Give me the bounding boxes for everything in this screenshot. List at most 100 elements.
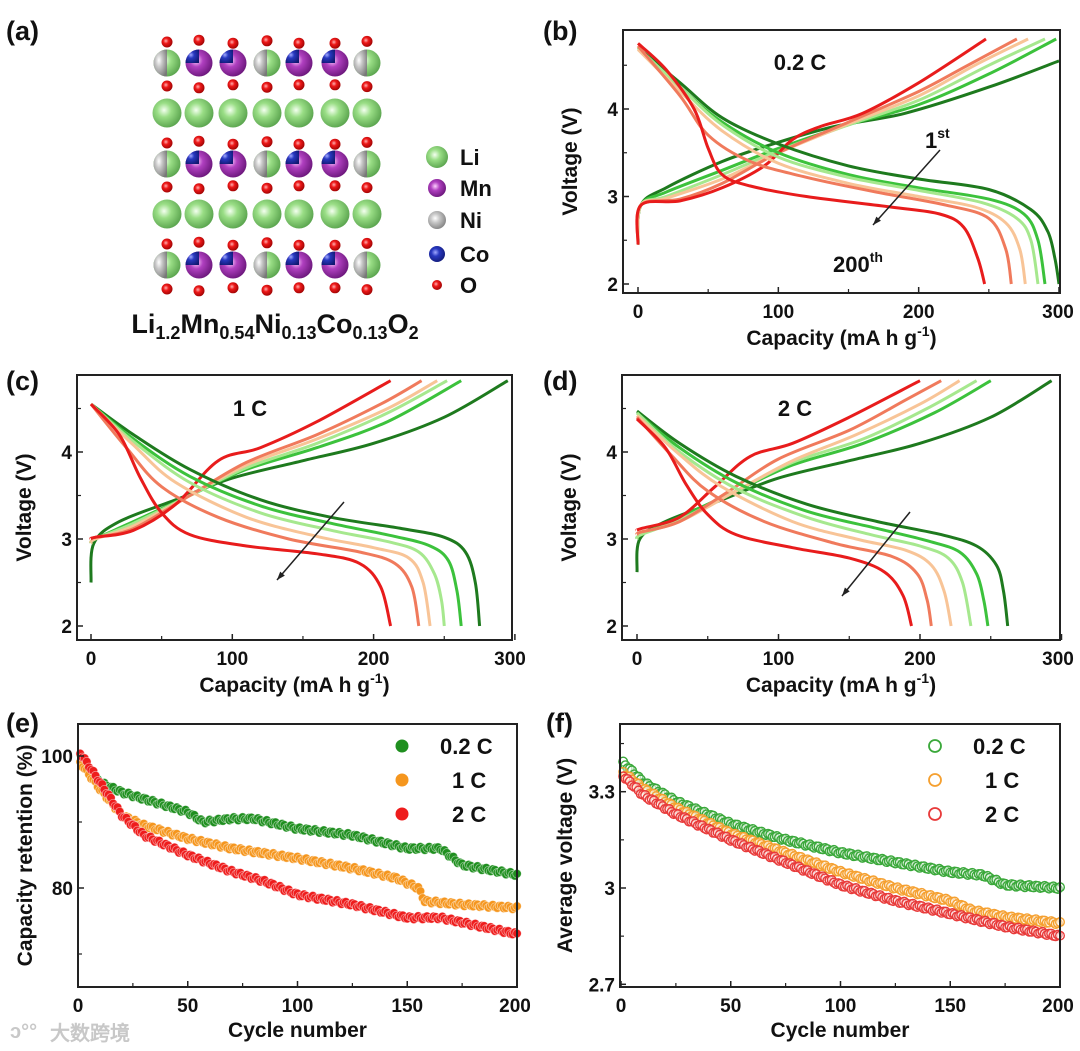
formula-subscript: 0.13 <box>353 323 388 343</box>
panel-label-b: (b) <box>543 16 577 46</box>
lithium-atom <box>320 98 350 128</box>
panel-label-f: (f) <box>546 708 573 738</box>
x-tick-label: 0 <box>633 302 644 323</box>
series-2C <box>618 771 1065 942</box>
lithium-atom <box>284 98 314 128</box>
cobalt-atom <box>185 49 199 63</box>
charge-curve-6 <box>635 37 987 245</box>
cycle-arrow <box>872 149 941 226</box>
plot-area <box>635 379 1053 627</box>
panel-label-a: (a) <box>6 16 39 46</box>
chart-d: 2 C 0 100 200 300 2 3 4 Capacity (mA h g-1) Volta… <box>558 374 1074 697</box>
legend-marker-icon <box>928 807 942 821</box>
x-tick-label: 50 <box>177 996 198 1017</box>
mn-legend-icon <box>428 179 446 197</box>
discharge-curve-1 <box>90 402 482 627</box>
y-axis-title: Voltage (V) <box>559 107 582 215</box>
axes-frame <box>622 29 1061 294</box>
discharge-curve-4 <box>635 414 953 627</box>
last-cycle-number: 200 <box>833 252 870 277</box>
oxygen-atom <box>227 37 239 49</box>
lithium-atom <box>184 199 214 229</box>
legend-marker-icon <box>395 739 409 753</box>
oxygen-atom <box>227 239 239 251</box>
lithium-atom <box>152 199 182 229</box>
x-axis-title-main: Capacity (mA h g <box>746 327 917 350</box>
legend-marker-icon <box>395 807 409 821</box>
oxygen-atom <box>329 79 341 91</box>
charge-curve-5 <box>635 379 942 536</box>
ni-legend-icon <box>428 211 446 229</box>
chart-f: 0.2 C 1 C 2 C 0 50 100 150 200 2.7 3 3.3 Cycle numb… <box>554 723 1074 1042</box>
cobalt-atom <box>185 150 199 164</box>
x-tick-label: 100 <box>216 649 248 670</box>
oxygen-atom <box>227 138 239 150</box>
oxygen-atom <box>193 183 205 195</box>
y-tick-label: 3 <box>604 879 615 900</box>
x-tick-label: 200 <box>904 649 936 670</box>
chemical-formula: Li1.2Mn0.54Ni0.13Co0.13O2 <box>131 309 418 343</box>
cycle-arrow <box>276 501 345 581</box>
legend-label: 1 C <box>452 768 486 793</box>
y-tick-label: 4 <box>607 100 618 121</box>
x-tick-label: 200 <box>1042 996 1074 1017</box>
y-tick-label: 2.7 <box>589 975 615 996</box>
last-cycle-label: 200th <box>833 249 883 277</box>
oxygen-atom <box>329 37 341 49</box>
discharge-curve-3 <box>635 411 973 627</box>
co-legend-icon <box>429 246 445 262</box>
panel-label-e: (e) <box>6 708 39 738</box>
y-axis-title: Average voltage (V) <box>554 758 577 953</box>
x-tick-label: 0 <box>86 649 97 670</box>
lithium-atom <box>184 98 214 128</box>
element-legend: Li Mn Ni Co O <box>426 145 492 298</box>
x-tick-label: 100 <box>763 649 795 670</box>
plot-area <box>618 756 1065 942</box>
y-axis-title: Voltage (V) <box>13 453 36 561</box>
formula-element: Co <box>317 309 353 339</box>
legend-label: 2 C <box>985 802 1019 827</box>
discharge-curve-5 <box>89 403 421 627</box>
oxygen-atom <box>293 282 305 294</box>
rate-label: 2 C <box>778 396 812 421</box>
x-tick-label: 50 <box>720 996 741 1017</box>
nickel-atom <box>353 251 367 279</box>
y-tick-label: 80 <box>52 879 73 900</box>
oxygen-atom <box>261 81 273 93</box>
formula-subscript: 2 <box>409 323 419 343</box>
oxygen-atom <box>293 239 305 251</box>
lithium-atom <box>352 98 382 128</box>
lithium-atom <box>218 199 248 229</box>
oxygen-atom <box>293 180 305 192</box>
oxygen-atom <box>161 181 173 193</box>
discharge-curve-5 <box>636 45 1013 285</box>
x-tick-label: 200 <box>499 996 531 1017</box>
discharge-curve-2 <box>636 46 1047 285</box>
x-axis-title-superscript: -1 <box>370 670 383 686</box>
oxygen-atom <box>193 285 205 297</box>
x-axis-title: Capacity (mA h g-1) <box>746 323 936 350</box>
plot-area <box>635 37 1061 285</box>
first-cycle-number: 1 <box>925 128 937 153</box>
x-tick-label: 0 <box>616 996 627 1017</box>
arrow-head-icon <box>842 587 850 596</box>
x-tick-label: 0 <box>73 996 84 1017</box>
lithium-atom <box>218 98 248 128</box>
legend-marker-icon <box>928 773 942 787</box>
discharge-curve-6 <box>636 42 987 285</box>
formula-element: Ni <box>254 309 281 339</box>
oxygen-atom <box>361 136 373 148</box>
li-legend-icon <box>426 146 448 168</box>
oxygen-atom <box>193 34 205 46</box>
o-legend-icon <box>432 280 442 290</box>
plot-area <box>75 748 522 940</box>
oxygen-atom <box>193 236 205 248</box>
legend-marker-icon <box>395 773 409 787</box>
watermark: ↄ°° 大数跨境 <box>10 1021 130 1045</box>
x-axis-title-end: ) <box>929 674 936 697</box>
cobalt-atom <box>321 251 335 265</box>
crystal-structure <box>152 34 382 297</box>
x-tick-label: 300 <box>1042 302 1074 323</box>
